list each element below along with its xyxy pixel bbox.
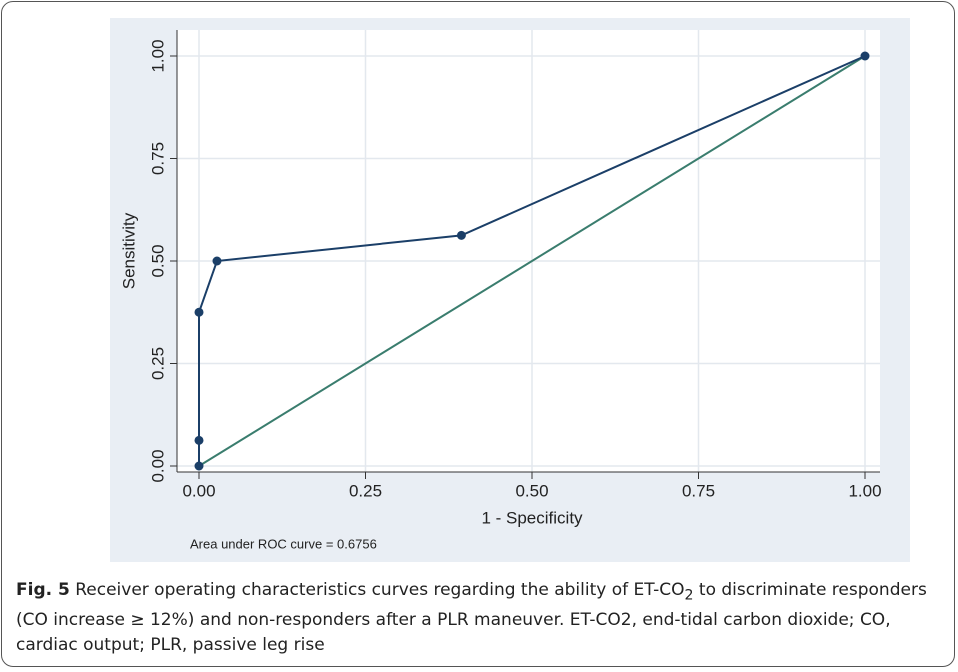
y-tick-label: 0.50 <box>148 244 167 277</box>
point <box>212 256 222 266</box>
point <box>860 51 870 61</box>
x-tick-label: 0.50 <box>515 481 548 500</box>
y-axis-label: Sensitivity <box>119 212 138 289</box>
point <box>194 461 204 471</box>
caption-label: Fig. 5 <box>16 580 70 600</box>
caption-subscript: 2 <box>684 587 694 604</box>
plot-area <box>177 30 880 472</box>
y-tick-label: 1.00 <box>148 39 167 72</box>
x-tick-label: 0.00 <box>182 481 215 500</box>
point <box>194 307 204 317</box>
y-tick-label: 0.75 <box>148 142 167 175</box>
caption-text: Receiver operating characteristics curve… <box>69 580 685 600</box>
y-tick-label: 0.00 <box>148 449 167 482</box>
series-line <box>198 55 866 467</box>
x-tick-label: 0.75 <box>682 481 715 500</box>
point <box>456 230 466 240</box>
point <box>194 435 204 445</box>
caption-text: to discriminate responders (CO increase … <box>16 580 927 656</box>
caption: Fig. 5 Receiver operating characteristic… <box>16 578 936 658</box>
y-tick-label: 0.25 <box>148 347 167 380</box>
annotation: Area under ROC curve = 0.6756 <box>190 536 377 551</box>
x-axis-label: 1 - Specificity <box>481 508 583 527</box>
x-tick-label: 1.00 <box>848 481 881 500</box>
x-tick-label: 0.25 <box>349 481 382 500</box>
